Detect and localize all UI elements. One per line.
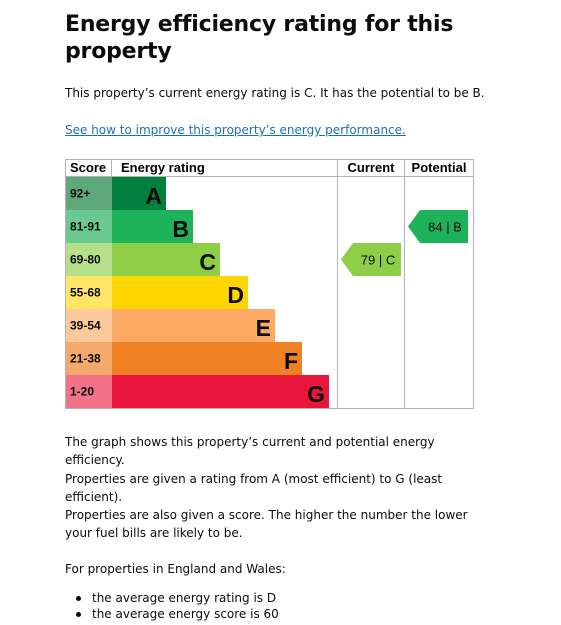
england-wales-label: For properties in England and Wales:	[65, 562, 286, 576]
band-bar	[112, 243, 220, 276]
potential-rating-arrow-label: 84 | B	[428, 220, 462, 235]
band-d: 55-68 D	[66, 276, 248, 309]
band-score-cell	[66, 177, 112, 210]
band-score-cell	[66, 342, 112, 375]
band-range-label: 39-54	[70, 319, 101, 333]
rating-bands: 92+ A 81-91 B 69-80 C 55-68 D 39-54 E 21-38 F 1-20 G	[66, 177, 329, 408]
average-score-item: the average energy score is 60	[65, 606, 279, 622]
band-e: 39-54 E	[66, 309, 275, 342]
band-letter: B	[172, 216, 189, 242]
current-rating-arrow-label: 79 | C	[361, 253, 395, 268]
band-range-label: 55-68	[70, 286, 101, 300]
band-score-cell	[66, 243, 112, 276]
band-letter: F	[284, 348, 298, 374]
band-letter: E	[256, 315, 271, 341]
band-letter: A	[145, 183, 162, 209]
current-rating-arrow: 79 | C	[341, 243, 401, 276]
band-bar	[112, 309, 275, 342]
band-score-cell	[66, 276, 112, 309]
graph-description: The graph shows this property’s current …	[65, 435, 435, 467]
improve-energy-link[interactable]: See how to improve this property’s energ…	[65, 123, 406, 137]
band-bar	[112, 210, 193, 243]
page-title: Energy efficiency rating for this proper…	[65, 12, 454, 64]
band-score-cell	[66, 309, 112, 342]
rating-description: Properties are given a rating from A (mo…	[65, 472, 443, 504]
energy-rating-graph: Score Energy rating Current Potential 92…	[65, 159, 474, 409]
band-range-label: 21-38	[70, 352, 101, 366]
band-range-label: 81-91	[70, 220, 101, 234]
header-current: Current	[348, 160, 396, 175]
band-g: 1-20 G	[66, 375, 329, 408]
band-letter: C	[199, 249, 216, 275]
averages-list: the average energy rating is D the avera…	[65, 590, 279, 622]
band-a: 92+ A	[66, 177, 166, 210]
band-f: 21-38 F	[66, 342, 302, 375]
potential-rating-arrow-shape	[408, 210, 468, 243]
potential-rating-arrow: 84 | B	[408, 210, 468, 243]
current-rating-arrow-shape	[341, 243, 401, 276]
chart-grid	[65, 159, 474, 409]
average-rating-item: the average energy rating is D	[65, 590, 279, 606]
intro-text: This property’s current energy rating is…	[65, 86, 485, 100]
band-bar	[112, 177, 166, 210]
band-range-label: 69-80	[70, 253, 101, 267]
band-score-cell	[66, 210, 112, 243]
header-potential: Potential	[412, 160, 467, 175]
band-c: 69-80 C	[66, 243, 220, 276]
band-bar	[112, 276, 248, 309]
band-score-cell	[66, 375, 112, 408]
energy-rating-chart: Score Energy rating Current Potential 92…	[65, 159, 474, 409]
band-bar	[112, 375, 329, 408]
band-b: 81-91 B	[66, 210, 193, 243]
score-description: Properties are also given a score. The h…	[65, 508, 468, 540]
band-letter: D	[227, 282, 244, 308]
band-range-label: 92+	[70, 187, 90, 201]
band-range-label: 1-20	[70, 385, 94, 399]
band-letter: G	[307, 381, 325, 407]
rating-arrows: 79 | C 84 | B	[341, 210, 468, 276]
header-energy-rating: Energy rating	[121, 160, 205, 175]
band-bar	[112, 342, 302, 375]
header-score: Score	[70, 160, 106, 175]
